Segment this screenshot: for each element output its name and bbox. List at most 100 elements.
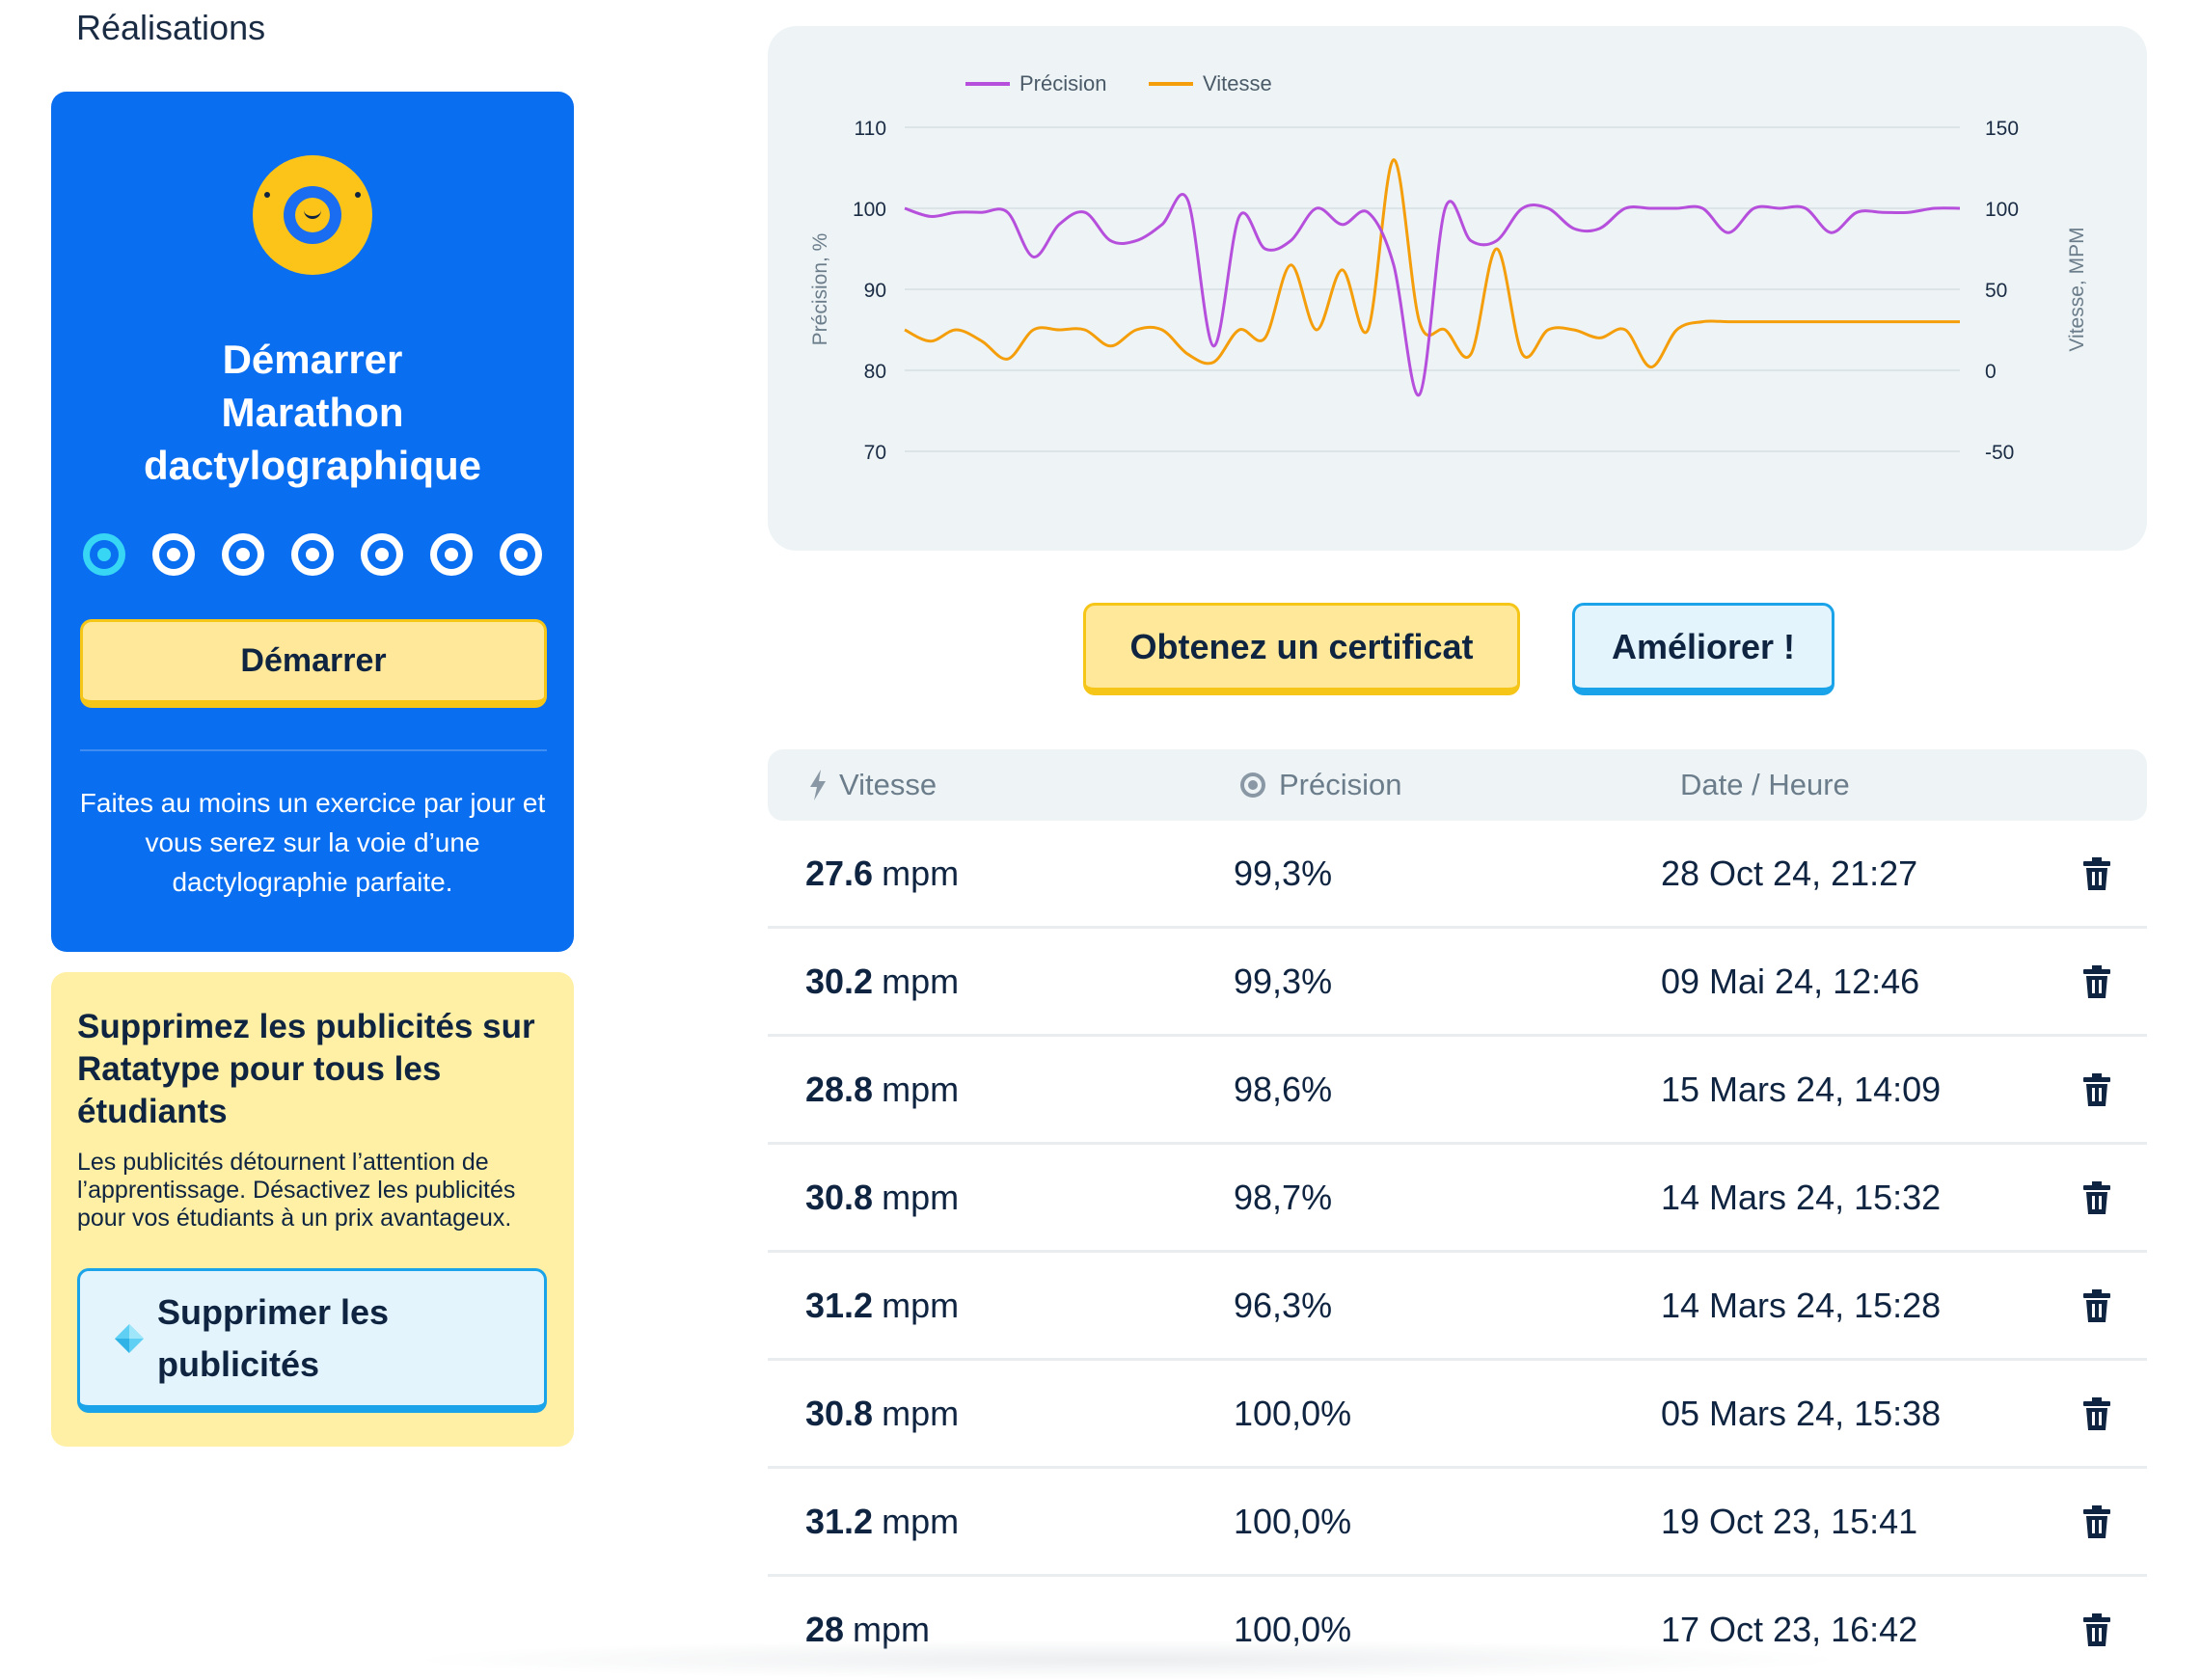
scroll-shadow [405,1639,1852,1680]
chart-svg: 110 100 90 80 70 150 100 50 0 -50 Précision, % Vite… [809,71,2088,464]
speed-unit: mpm [882,1501,960,1541]
marathon-day-dot [222,533,264,576]
speed-value: 30.2 [805,961,874,1001]
progress-chart: 110 100 90 80 70 150 100 50 0 -50 Précision, % Vite… [768,26,2147,551]
trash-icon[interactable] [2083,1505,2110,1538]
accuracy-cell: 98,6% [1234,1069,1333,1109]
remove-ads-label: Supprimer les publicités [157,1291,390,1384]
improve-button[interactable]: Améliorer ! [1572,603,1834,695]
datetime-cell: 28 Oct 24, 21:27 [1661,853,1918,893]
start-marathon-button[interactable]: Démarrer [80,619,547,708]
speed-value: 31.2 [805,1501,874,1541]
marathon-day-dot [430,533,473,576]
trash-icon[interactable] [2083,857,2110,890]
header-speed: Vitesse [808,749,937,821]
section-title: Réalisations [76,8,266,47]
results-table-header: Vitesse Précision Date / Heure [768,749,2147,821]
right-axis-label: Vitesse, MPM [2066,227,2088,351]
right-tick-label: -50 [1985,442,2014,464]
ads-description: Les publicités détournent l’attention de… [77,1149,516,1232]
left-tick-label: 70 [864,442,886,464]
datetime-cell: 05 Mars 24, 15:38 [1661,1393,1942,1433]
header-datetime: Date / Heure [1680,768,1850,801]
diamond-icon [115,1323,144,1353]
divider [80,749,547,751]
table-row: 30.8 mpm 100,0% 05 Mars 24, 15:38 [768,1361,2147,1469]
table-row: 28.8 mpm 98,6% 15 Mars 24, 14:09 [768,1037,2147,1145]
legend-label: Vitesse [1203,71,1272,95]
series-line-speed [904,158,1960,369]
speed-value: 30.8 [805,1393,874,1433]
speed-unit: mpm [882,1177,960,1217]
trash-icon[interactable] [2083,1289,2110,1322]
legend-label: Précision [1019,71,1106,95]
mascot-icon [253,155,372,275]
speed-cell: 30.2 mpm [805,929,959,1034]
right-tick-label: 0 [1985,361,1997,383]
header-accuracy: Précision [1238,749,1402,821]
speed-cell: 28 mpm [805,1577,930,1680]
marathon-day-dot [291,533,334,576]
lightning-icon [810,770,826,800]
speed-value: 27.6 [805,853,874,893]
trash-icon[interactable] [2083,1397,2110,1430]
marathon-progress [83,533,542,576]
remove-ads-card: Supprimez les publicités sur Ratatype po… [51,972,574,1447]
trash-icon[interactable] [2083,1181,2110,1214]
accuracy-cell: 100,0% [1234,1609,1352,1649]
accuracy-cell: 100,0% [1234,1393,1352,1433]
marathon-day-dot [152,533,195,576]
table-row: 31.2 mpm 96,3% 14 Mars 24, 15:28 [768,1253,2147,1361]
marathon-description: Faites au moins un exercice par jour et … [79,788,546,897]
accuracy-cell: 100,0% [1234,1501,1352,1541]
speed-cell: 31.2 mpm [805,1253,959,1358]
speed-value: 30.8 [805,1177,874,1217]
left-tick-label: 90 [864,280,886,302]
datetime-cell: 14 Mars 24, 15:28 [1661,1285,1942,1325]
target-icon [1240,772,1265,798]
datetime-cell: 09 Mai 24, 12:46 [1661,961,1920,1001]
get-certificate-button[interactable]: Obtenez un certificat [1083,603,1520,695]
ads-title: Supprimez les publicités sur Ratatype po… [77,1008,535,1130]
remove-ads-button[interactable]: Supprimer les publicités [77,1268,547,1413]
series-line-precision [904,193,1961,396]
speed-cell: 30.8 mpm [805,1145,959,1250]
right-tick-label: 150 [1985,118,2019,140]
datetime-cell: 19 Oct 23, 15:41 [1661,1501,1918,1541]
marathon-day-dot [500,533,542,576]
accuracy-cell: 99,3% [1234,853,1333,893]
table-row: 30.8 mpm 98,7% 14 Mars 24, 15:32 [768,1145,2147,1253]
trash-icon[interactable] [2083,965,2110,998]
speed-cell: 28.8 mpm [805,1037,959,1142]
speed-unit: mpm [882,961,960,1001]
marathon-card: Démarrer Marathon dactylographique Démar… [51,92,574,952]
left-tick-label: 110 [855,118,886,140]
speed-value: 31.2 [805,1285,874,1325]
speed-unit: mpm [882,853,960,893]
right-tick-label: 50 [1985,280,2007,302]
accuracy-cell: 98,7% [1234,1177,1333,1217]
speed-cell: 27.6 mpm [805,821,959,926]
accuracy-cell: 99,3% [1234,961,1333,1001]
speed-cell: 30.8 mpm [805,1361,959,1466]
trash-icon[interactable] [2083,1073,2110,1106]
speed-value: 28.8 [805,1069,874,1109]
left-axis-label: Précision, % [809,233,831,346]
marathon-day-dot [83,533,125,576]
left-tick-label: 100 [853,199,886,221]
accuracy-cell: 96,3% [1234,1285,1333,1325]
results-table-body: 27.6 mpm 99,3% 28 Oct 24, 21:27 30.2 mpm 99,3%… [768,821,2147,1680]
table-row: 30.2 mpm 99,3% 09 Mai 24, 12:46 [768,929,2147,1037]
speed-unit: mpm [853,1609,931,1649]
speed-unit: mpm [882,1285,960,1325]
trash-icon[interactable] [2083,1613,2110,1646]
speed-unit: mpm [882,1069,960,1109]
marathon-title: Démarrer Marathon dactylographique [143,337,482,488]
datetime-cell: 14 Mars 24, 15:32 [1661,1177,1942,1217]
speed-cell: 31.2 mpm [805,1469,959,1574]
left-tick-label: 80 [864,361,886,383]
speed-unit: mpm [882,1393,960,1433]
speed-value: 28 [805,1609,845,1649]
datetime-cell: 17 Oct 23, 16:42 [1661,1609,1918,1649]
right-tick-label: 100 [1985,199,2019,221]
